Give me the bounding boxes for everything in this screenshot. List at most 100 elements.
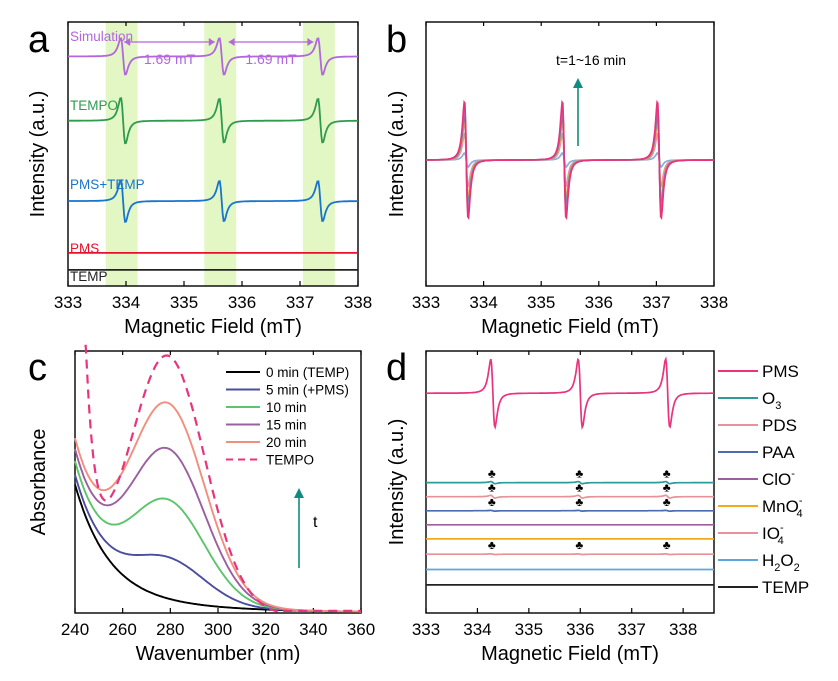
x-tick-label: 333 [54,293,82,312]
x-tick-label: 335 [515,620,543,639]
x-tick-label: 335 [527,293,555,312]
legend-label-10-min: 10 min [266,400,307,415]
x-axis-label: Magnetic Field (mT) [124,316,302,338]
y-axis-label: Intensity (a.u.) [386,419,408,546]
arrow-head [208,38,215,46]
chart-c: 240 260 280 300 320 340 360 Wavenumber (nm) Abso… [28,344,375,665]
panel-letter-b: b [386,19,407,61]
legend-label-pms: PMS [762,362,799,381]
plot-frame [67,21,359,287]
club-marker: ♣ [663,495,671,509]
club-marker: ♣ [575,467,583,481]
legend-label-pds: PDS [762,416,797,435]
x-tick-label: 334 [463,620,491,639]
x-tick-label: 333 [412,293,440,312]
legend-label-io4: IO-4 [762,522,784,547]
x-tick-label: 260 [108,620,136,639]
x-tick-label: 338 [669,620,697,639]
club-marker: ♣ [575,538,583,552]
legend-label-o3: O3 [762,389,781,412]
legend-label-0-min-temp: 0 min (TEMP) [266,365,349,380]
x-tick-label: 340 [299,620,327,639]
chart-d: 333 334 335 336 337 338 Magnetic Field (mT) Int… [386,350,809,665]
series-label-pms-temp: PMS+TEMP [70,177,145,192]
plot-frame [425,21,715,287]
x-tick-label: 337 [286,293,314,312]
time-annotation: t=1~16 min [556,52,626,68]
x-axis-label: Wavenumber (nm) [136,643,301,665]
x-tick-label: 338 [344,293,372,312]
series-line-io4 [426,553,714,556]
time-annotation: t [313,514,318,531]
legend-label-mno4: MnO-4 [762,495,803,520]
series-label-temp: TEMP [70,269,108,284]
trend-arrow-head [573,78,583,88]
x-axis-label: Magnetic Field (mT) [481,316,659,338]
legend-label-tempo: TEMPO [266,453,314,468]
x-tick-label: 360 [347,620,375,639]
club-marker: ♣ [663,467,671,481]
club-marker: ♣ [488,495,496,509]
series-line-simulation [68,37,358,76]
arrow-head [228,38,235,46]
arrow-head [307,38,314,46]
legend-label-20-min: 20 min [266,435,307,450]
x-tick-label: 338 [700,293,728,312]
x-tick-label: 336 [566,620,594,639]
x-tick-label: 300 [204,620,232,639]
x-axis-label: Magnetic Field (mT) [481,643,659,665]
y-axis-label: Absorbance [28,429,50,536]
spacing-label: 1.69 mT [144,51,196,67]
x-tick-label: 333 [412,620,440,639]
series-label-tempo: TEMPO [70,98,118,113]
legend-label-5-min-pms: 5 min (+PMS) [266,383,349,398]
series-line-tempo [84,344,361,614]
series-line-pds [426,494,714,499]
club-marker: ♣ [488,481,496,495]
chart-a: 333 334 335 336 337 338 Magnetic Field (mT) Int… [27,21,372,338]
series-label-pms: PMS [70,241,99,256]
legend-label-paa: PAA [762,443,795,462]
y-axis-label: Intensity (a.u.) [27,91,49,218]
trend-arrow-head [294,488,304,498]
series-label-simulation: Simulation [70,29,133,44]
series-line-t6 [426,99,714,221]
panel-letter-d: d [386,347,407,389]
chart-b: 333 334 335 336 337 338 Magnetic Field (mT) Int… [386,21,728,338]
legend-label-15-min: 15 min [266,418,307,433]
club-marker: ♣ [488,538,496,552]
x-tick-label: 280 [156,620,184,639]
arrow-head [124,38,131,46]
x-tick-label: 334 [469,293,497,312]
club-marker: ♣ [663,538,671,552]
highlight-band [204,22,237,286]
club-marker: ♣ [663,481,671,495]
x-tick-label: 336 [585,293,613,312]
series-line-paa [426,509,714,512]
x-tick-label: 335 [170,293,198,312]
y-axis-label: Intensity (a.u.) [386,91,408,218]
legend-label-h2o2: H2O2 [762,551,800,574]
highlight-band [302,22,335,286]
x-tick-label: 320 [251,620,279,639]
club-marker: ♣ [488,467,496,481]
series-line-tempo [68,97,358,145]
legend-label-temp: TEMP [762,578,809,597]
series-line-pms-temp [68,179,358,223]
x-tick-label: 337 [642,293,670,312]
club-marker: ♣ [575,495,583,509]
highlight-band [105,22,138,286]
series-line-pms [426,356,714,430]
series-line-o3 [426,480,714,485]
x-tick-label: 336 [228,293,256,312]
x-tick-label: 240 [61,620,89,639]
panel-letter-c: c [28,347,47,389]
series-line-t1 [426,152,714,168]
spacing-label: 1.69 mT [245,51,297,67]
series-line-t2 [426,132,714,188]
series-line-5-min-pms [74,474,361,613]
club-marker: ♣ [575,481,583,495]
legend-label-clo: ClO- [762,468,795,489]
panel-letter-a: a [28,19,50,61]
